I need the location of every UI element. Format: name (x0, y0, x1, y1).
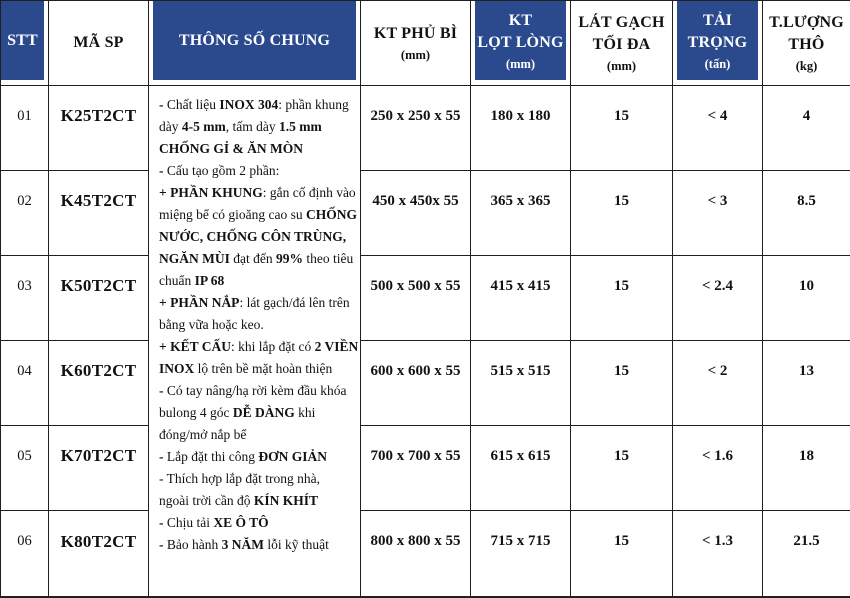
cell-kt-lot-long: 365 x 365 (470, 170, 571, 257)
table-row: 01 K25T2CT - Chất liệu INOX 304: phần khun… (0, 84, 850, 598)
table-header: STT MÃ SP THÔNG SỐ CHUNG KT PHỦ BÌ (0, 0, 850, 86)
cell-kt-phu-bi: 800 x 800 x 55 (360, 510, 471, 598)
spec-line: INOX lộ trên bề mặt hoàn thiện (159, 361, 333, 376)
header-label: MÃ SP (73, 34, 124, 51)
header-unit: (mm) (400, 48, 431, 62)
spec-line: miệng bể có gioăng cao su CHỐNG (159, 207, 357, 222)
cell-t-luong-tho: 8.5 (762, 170, 850, 257)
header-label: T.LƯỢNG THÔ (769, 14, 844, 53)
cell-ma-sp: K50T2CT (48, 255, 149, 342)
header-unit: (mm) (505, 56, 536, 71)
cell-ma-sp: K70T2CT (48, 425, 149, 512)
table-body: 01 K25T2CT - Chất liệu INOX 304: phần khun… (0, 84, 850, 598)
cell-stt: 06 (0, 510, 49, 598)
header-row: STT MÃ SP THÔNG SỐ CHUNG KT PHỦ BÌ (0, 0, 850, 86)
cell-lat-gach-toi-da: 15 (570, 255, 673, 342)
cell-lat-gach-toi-da: 15 (570, 84, 673, 172)
spec-line: + KẾT CẤU: khi lắp đặt có 2 VIỀN (159, 339, 359, 354)
header-label: THÔNG SỐ CHUNG (178, 31, 331, 49)
cell-kt-lot-long: 515 x 515 (470, 340, 571, 427)
cell-tai-trong: < 2.4 (672, 255, 763, 342)
spec-line: + PHẦN NẮP: lát gạch/đá lên trên (159, 295, 350, 310)
cell-ma-sp: K25T2CT (48, 84, 149, 172)
spec-line: - Cấu tạo gồm 2 phần: (159, 163, 280, 178)
header-unit: (tấn) (704, 56, 731, 71)
cell-lat-gach-toi-da: 15 (570, 425, 673, 512)
spec-line: CHỐNG GỈ & ĂN MÒN (159, 141, 303, 156)
spec-line: - Thích hợp lắp đặt trong nhà, (159, 471, 320, 486)
cell-t-luong-tho: 13 (762, 340, 850, 427)
cell-t-luong-tho: 10 (762, 255, 850, 342)
cell-t-luong-tho: 21.5 (762, 510, 850, 598)
col-header-stt: STT (0, 0, 49, 86)
table-row: 03 K50T2CT 500 x 500 x 55 415 x 415 15 < 2.4 1… (0, 255, 850, 342)
col-header-thong-so-chung: THÔNG SỐ CHUNG (148, 0, 361, 86)
col-header-kt-lot-long: KT LỌT LÒNG (mm) (470, 0, 571, 86)
spec-line: ngoài trời cần độ KÍN KHÍT (159, 493, 319, 508)
spec-line: bằng vữa hoặc keo. (159, 317, 264, 332)
col-header-lat-gach-toi-da: LÁT GẠCH TỐI ĐA (mm) (570, 0, 673, 86)
spec-line: - Bảo hành 3 NĂM lỗi kỹ thuật (159, 537, 329, 552)
cell-tai-trong: < 1.3 (672, 510, 763, 598)
cell-t-luong-tho: 4 (762, 84, 850, 172)
header-label: TẢI TRỌNG (687, 11, 748, 51)
spec-line: - Chịu tải XE Ô TÔ (159, 515, 269, 530)
table-row: 02 K45T2CT 450 x 450x 55 365 x 365 15 < 3 8.5 (0, 170, 850, 257)
header-label: KT PHỦ BÌ (373, 25, 458, 42)
header-label: STT (7, 31, 38, 49)
cell-lat-gach-toi-da: 15 (570, 510, 673, 598)
cell-tai-trong: < 1.6 (672, 425, 763, 512)
cell-kt-phu-bi: 500 x 500 x 55 (360, 255, 471, 342)
cell-kt-phu-bi: 450 x 450x 55 (360, 170, 471, 257)
cell-kt-phu-bi: 700 x 700 x 55 (360, 425, 471, 512)
spec-line: - Có tay nâng/hạ rời kèm đầu khóa (159, 383, 347, 398)
header-unit: (mm) (606, 59, 637, 73)
cell-stt: 04 (0, 340, 49, 427)
spec-line: bulong 4 góc DỄ DÀNG khi (159, 405, 316, 420)
spec-line: - Lắp đặt thi công ĐƠN GIẢN (159, 449, 327, 464)
header-unit: (kg) (795, 59, 818, 73)
cell-lat-gach-toi-da: 15 (570, 340, 673, 427)
cell-lat-gach-toi-da: 15 (570, 170, 673, 257)
table-row: 05 K70T2CT 700 x 700 x 55 615 x 615 15 < 1.6 1… (0, 425, 850, 512)
col-header-kt-phu-bi: KT PHỦ BÌ (mm) (360, 0, 471, 86)
spec-line: đóng/mở nắp bể (159, 427, 247, 442)
spec-line: NƯỚC, CHỐNG CÔN TRÙNG, (159, 229, 347, 244)
cell-tai-trong: < 2 (672, 340, 763, 427)
table-row: 04 K60T2CT 600 x 600 x 55 515 x 515 15 < 2 13 (0, 340, 850, 427)
table-row: 06 K80T2CT 800 x 800 x 55 715 x 715 15 < 1.3 2… (0, 510, 850, 598)
cell-stt: 01 (0, 84, 49, 172)
cell-kt-lot-long: 615 x 615 (470, 425, 571, 512)
spec-line: - Chất liệu INOX 304: phần khung (159, 97, 349, 112)
spec-line: + PHẦN KHUNG: gắn cố định vào (159, 185, 356, 200)
cell-kt-phu-bi: 250 x 250 x 55 (360, 84, 471, 172)
spec-line: chuẩn IP 68 (159, 273, 225, 288)
cell-t-luong-tho: 18 (762, 425, 850, 512)
cell-stt: 05 (0, 425, 49, 512)
col-header-ma-sp: MÃ SP (48, 0, 149, 86)
cell-kt-lot-long: 715 x 715 (470, 510, 571, 598)
cell-ma-sp: K60T2CT (48, 340, 149, 427)
col-header-t-luong-tho: T.LƯỢNG THÔ (kg) (762, 0, 850, 86)
cell-stt: 03 (0, 255, 49, 342)
cell-thong-so-chung: - Chất liệu INOX 304: phần khung dày 4-5 … (148, 85, 361, 598)
cell-tai-trong: < 3 (672, 170, 763, 257)
cell-stt: 02 (0, 170, 49, 257)
header-label: LÁT GẠCH TỐI ĐA (578, 14, 665, 53)
header-label: KT LỌT LÒNG (477, 11, 564, 51)
cell-kt-lot-long: 415 x 415 (470, 255, 571, 342)
cell-kt-phu-bi: 600 x 600 x 55 (360, 340, 471, 427)
cell-ma-sp: K80T2CT (48, 510, 149, 598)
cell-tai-trong: < 4 (672, 84, 763, 172)
col-header-tai-trong: TẢI TRỌNG (tấn) (672, 0, 763, 86)
spec-line: NGĂN MÙI đạt đến 99% theo tiêu (159, 251, 354, 266)
spec-line: dày 4-5 mm, tấm dày 1.5 mm (159, 119, 322, 134)
cell-ma-sp: K45T2CT (48, 170, 149, 257)
cell-kt-lot-long: 180 x 180 (470, 84, 571, 172)
